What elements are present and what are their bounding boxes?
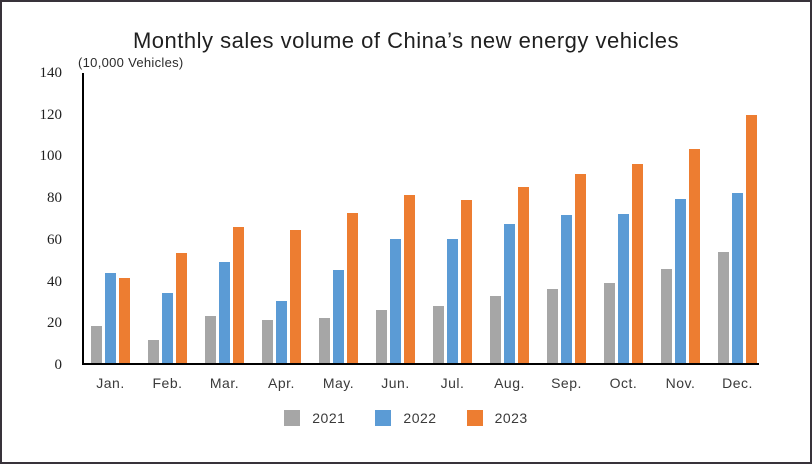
x-axis-label-jan: Jan. <box>96 375 125 391</box>
y-axis-tick-label: 20 <box>47 315 62 332</box>
bar-group-nov <box>661 149 700 363</box>
x-axis-label-oct: Oct. <box>609 375 638 391</box>
y-axis-tick-label: 100 <box>39 148 63 165</box>
legend-swatch-2023 <box>466 410 483 426</box>
legend-item-2022: 2022 <box>375 410 436 426</box>
bar-2022-mar <box>219 262 230 363</box>
bar-2022-dec <box>732 193 743 363</box>
bar-group-mar <box>205 227 244 363</box>
x-axis-label-jun: Jun. <box>381 375 410 391</box>
bar-group-aug <box>490 187 529 363</box>
y-axis-tick-label: 80 <box>47 190 62 207</box>
bar-2022-apr <box>276 301 287 363</box>
bar-group-may <box>319 213 358 363</box>
x-axis-label-apr: Apr. <box>268 375 295 391</box>
legend-item-2021: 2021 <box>284 410 345 426</box>
legend: 2021 2022 2023 <box>2 410 810 426</box>
bar-2023-sep <box>575 174 586 363</box>
bar-group-apr <box>262 230 301 363</box>
x-axis-label-feb: Feb. <box>152 375 183 391</box>
bar-2023-apr <box>290 230 301 363</box>
bar-2023-dec <box>746 115 757 363</box>
bar-2023-may <box>347 213 358 363</box>
bar-2021-feb <box>148 340 159 363</box>
y-axis-tick-label: 0 <box>54 357 63 373</box>
bar-group-jan <box>91 273 130 363</box>
bar-2023-nov <box>689 149 700 363</box>
x-axis-label-aug: Aug. <box>494 375 525 391</box>
bar-2021-mar <box>205 316 216 363</box>
bar-group-feb <box>148 253 187 363</box>
y-axis-tick-label: 140 <box>39 65 63 81</box>
bar-2022-nov <box>675 199 686 363</box>
bar-group-jun <box>376 195 415 363</box>
bar-2022-may <box>333 270 344 363</box>
legend-label-2023: 2023 <box>494 410 528 426</box>
bar-2021-dec <box>718 252 729 363</box>
bar-2023-aug <box>518 187 529 363</box>
bar-2022-aug <box>504 224 515 363</box>
bar-2022-oct <box>618 214 629 363</box>
y-axis-tick-label: 120 <box>39 106 63 123</box>
bar-2022-jul <box>447 239 458 363</box>
bar-2021-may <box>319 318 330 363</box>
bar-2021-jan <box>91 326 102 363</box>
y-axis-tick-label: 40 <box>47 273 62 290</box>
legend-swatch-2022 <box>375 410 392 426</box>
y-axis-tick-label: 60 <box>47 231 62 248</box>
bar-2023-jun <box>404 195 415 363</box>
plot-area <box>82 73 759 365</box>
bar-group-dec <box>718 115 757 363</box>
legend-label-2021: 2021 <box>312 410 346 426</box>
bar-2021-aug <box>490 296 501 363</box>
bar-2021-nov <box>661 269 672 363</box>
bar-2023-mar <box>233 227 244 363</box>
bar-2022-sep <box>561 215 572 363</box>
bar-group-jul <box>433 200 472 363</box>
x-axis-label-jul: Jul. <box>440 375 465 391</box>
bar-2022-feb <box>162 293 173 363</box>
bar-group-sep <box>547 174 586 363</box>
legend-swatch-2021 <box>284 410 301 426</box>
bar-2021-apr <box>262 320 273 363</box>
legend-item-2023: 2023 <box>466 410 528 426</box>
bar-2022-jan <box>105 273 116 363</box>
x-axis-label-sep: Sep. <box>551 375 582 391</box>
chart-title: Monthly sales volume of China’s new ener… <box>132 28 680 53</box>
x-axis-label-nov: Nov. <box>665 375 696 391</box>
bar-2021-jun <box>376 310 387 363</box>
x-axis-label-dec: Dec. <box>722 375 753 391</box>
y-axis-unit-label: (10,000 Vehicles) <box>78 55 184 70</box>
x-axis-label-may: May. <box>322 375 355 391</box>
bar-2021-oct <box>604 283 615 363</box>
bar-2023-oct <box>632 164 643 363</box>
legend-label-2022: 2022 <box>403 410 437 426</box>
bar-2023-feb <box>176 253 187 363</box>
x-axis-label-mar: Mar. <box>209 375 240 391</box>
bar-2023-jul <box>461 200 472 363</box>
bar-2023-jan <box>119 278 130 363</box>
bar-2021-jul <box>433 306 444 363</box>
bar-2022-jun <box>390 239 401 363</box>
bar-group-oct <box>604 164 643 363</box>
bar-2021-sep <box>547 289 558 363</box>
